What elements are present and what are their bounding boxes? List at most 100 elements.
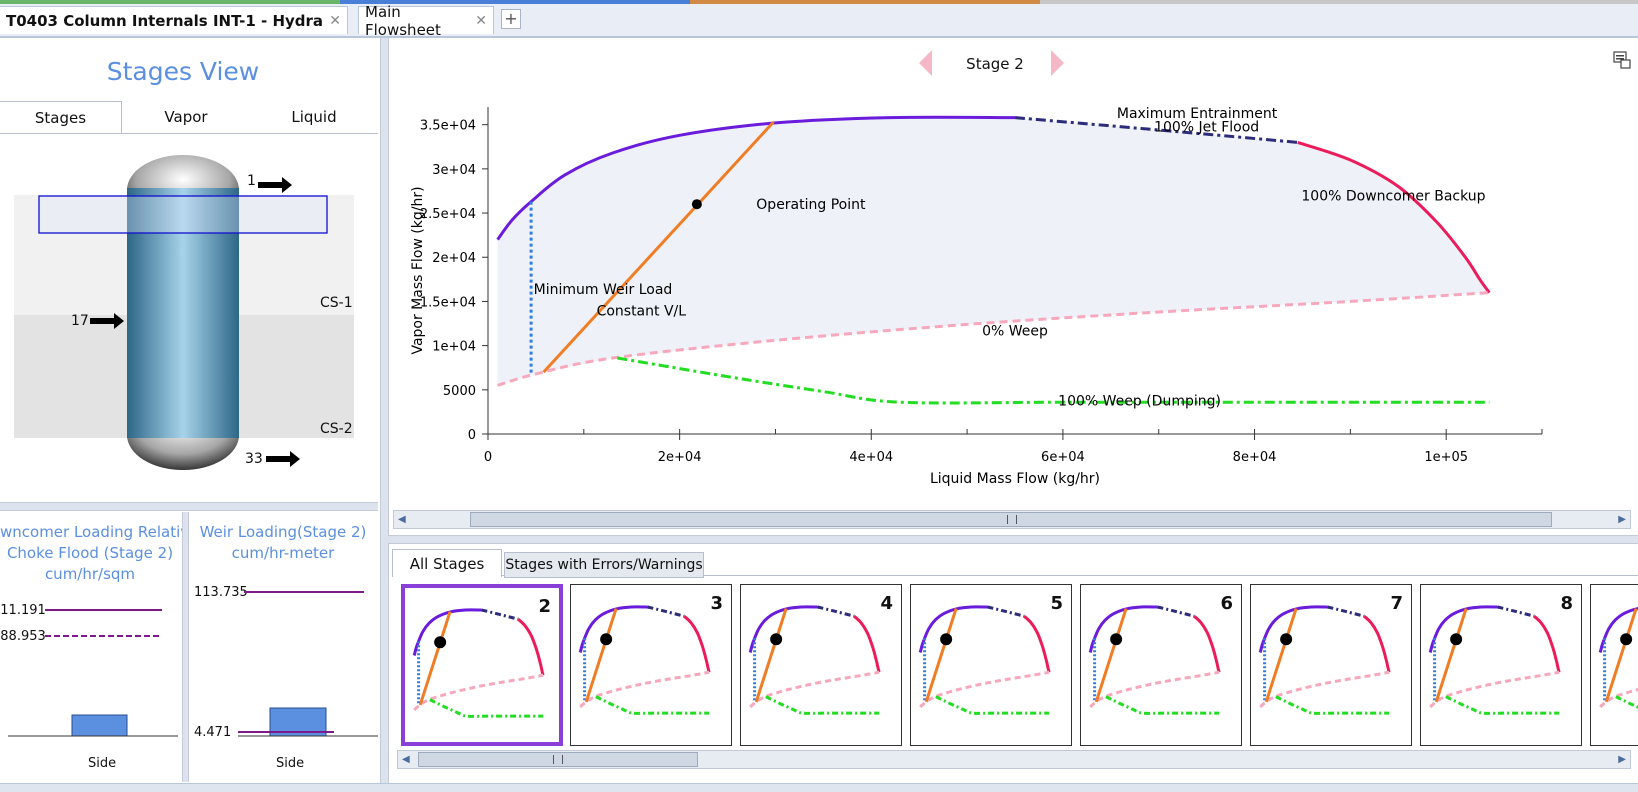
stream-label-feed: 17	[71, 313, 89, 329]
tab-main-flowsheet[interactable]: Main Flowsheet ✕	[358, 3, 494, 39]
downcomer-value-2: 388.953	[0, 629, 46, 644]
x-tick-label: 6e+04	[1041, 450, 1085, 465]
100-weep-dumping-line[interactable]	[617, 356, 1490, 405]
y-tick-label: 1.5e+04	[420, 295, 476, 310]
scroll-thumb[interactable]	[418, 752, 698, 767]
cards-horizontal-scrollbar[interactable]: ◀ ▶	[397, 750, 1631, 769]
0-weep-line	[413, 673, 544, 712]
tab-errors-label: Stages with Errors/Warnings	[505, 557, 703, 573]
weir-title-line: cum/hr-meter	[231, 544, 335, 562]
stage-card[interactable]: 4	[740, 584, 902, 746]
stage-card[interactable]: 7	[1250, 584, 1412, 746]
tab-strip-accent	[0, 0, 340, 4]
scroll-right-icon[interactable]: ▶	[1618, 754, 1626, 765]
0-weep-line[interactable]	[497, 291, 1490, 387]
constant-v-l-line	[1604, 608, 1638, 703]
downcomer-title-line: Choke Flood (Stage 2)	[6, 544, 174, 562]
tab-strip-accent	[340, 0, 690, 4]
panel-splitter[interactable]	[0, 502, 378, 511]
stage-card-thumbnail	[748, 605, 881, 715]
constant-v-l-line[interactable]	[542, 120, 775, 374]
stage-card[interactable]	[1590, 584, 1638, 746]
100-downcomer-backup-line	[1193, 615, 1221, 673]
stage-card[interactable]: 2	[401, 584, 563, 746]
stage-card-number: 8	[1560, 593, 1573, 614]
section-label-cs-1: CS-1	[320, 295, 353, 311]
tab-label: Main Flowsheet	[365, 2, 441, 39]
100-downcomer-backup-line[interactable]	[1297, 140, 1491, 294]
tab-stages-label: Stages	[34, 108, 87, 127]
stage-card-thumbnail	[1598, 607, 1638, 709]
annotation-label: 100% Weep (Dumping)	[1058, 393, 1221, 409]
previous-stage-arrow-icon[interactable]	[919, 50, 932, 76]
100-weep-dumping-line	[429, 698, 544, 718]
maximum-entrainment-line[interactable]	[496, 115, 1016, 241]
y-axis-label: Vapor Mass Flow (kg/hr)	[410, 186, 426, 354]
close-icon[interactable]: ✕	[475, 12, 487, 29]
maximum-entrainment-line	[1258, 605, 1328, 653]
tab-liquid[interactable]: Liquid	[250, 101, 378, 133]
y-tick-label: 2.5e+04	[420, 207, 476, 222]
tab-vapor-label: Vapor	[164, 108, 208, 126]
tab-underline	[0, 133, 378, 134]
arrow-right-icon	[266, 451, 300, 467]
stage-card-number: 3	[710, 593, 723, 614]
annotation-label: Operating Point	[756, 197, 866, 213]
y-tick-label: 3.5e+04	[420, 119, 476, 134]
main-splitter[interactable]	[380, 38, 389, 786]
0-weep-line	[579, 670, 710, 709]
stage-card[interactable]: 6	[1080, 584, 1242, 746]
scroll-thumb[interactable]	[470, 512, 1552, 527]
100-jet-flood-line	[647, 605, 685, 618]
tab-underline	[392, 575, 1638, 576]
grip-icon	[1007, 515, 1017, 524]
tab-vapor[interactable]: Vapor	[122, 101, 250, 133]
downcomer-title-line: owncomer Loading Relativ	[0, 523, 182, 541]
annotation-label: 100% Jet Flood	[1154, 119, 1259, 135]
constant-v-l-line	[418, 611, 452, 706]
maximum-entrainment-line	[578, 605, 648, 653]
stage-card[interactable]: 3	[570, 584, 732, 746]
tab-stages-with-errors[interactable]: Stages with Errors/Warnings	[504, 552, 704, 578]
100-downcomer-backup-line	[517, 618, 545, 676]
panel-splitter[interactable]	[182, 512, 189, 782]
100-weep-dumping-line	[765, 695, 880, 715]
column-shell[interactable]	[127, 188, 239, 438]
weir-xlabel: Side	[276, 756, 305, 771]
y-tick-label: 0	[468, 428, 476, 443]
tab-all-stages[interactable]: All Stages	[392, 549, 502, 577]
tab-strip-accent	[690, 0, 1040, 4]
stage-selection-box[interactable]	[38, 195, 328, 234]
stages-view-title: Stages View	[106, 57, 260, 86]
stage-card[interactable]: 5	[910, 584, 1072, 746]
maximum-entrainment-line	[1088, 605, 1158, 653]
tab-stages[interactable]: Stages	[0, 101, 122, 133]
100-weep-dumping-line	[1445, 695, 1560, 715]
close-icon[interactable]: ✕	[329, 12, 341, 29]
scroll-left-icon[interactable]: ◀	[402, 754, 410, 765]
next-stage-arrow-icon[interactable]	[1051, 50, 1064, 76]
weir-value-top: 113.735	[194, 585, 248, 600]
bar-side[interactable]	[71, 714, 128, 737]
panel-splitter[interactable]	[388, 535, 1638, 544]
maximum-entrainment-line	[748, 605, 818, 653]
x-tick-label: 8e+04	[1233, 450, 1277, 465]
new-tab-plus-icon[interactable]: +	[501, 9, 521, 29]
y-tick-label: 5000	[443, 384, 476, 399]
annotation-label: Constant V/L	[597, 303, 687, 319]
annotation-label: 0% Weep	[982, 324, 1048, 340]
constant-v-l-line	[1434, 608, 1468, 703]
100-jet-flood-line	[817, 605, 855, 618]
scroll-left-icon[interactable]: ◀	[398, 514, 406, 525]
operating-point-marker	[1280, 633, 1293, 646]
chart-settings-icon[interactable]	[1612, 50, 1632, 70]
downcomer-xlabel: Side	[88, 756, 117, 771]
operating-point-marker[interactable]	[691, 199, 702, 210]
stage-card[interactable]: 8	[1420, 584, 1582, 746]
downcomer-title-line: cum/hr/sqm	[44, 565, 136, 583]
scroll-right-icon[interactable]: ▶	[1618, 514, 1626, 525]
hydraulic-plot[interactable]: 0 2e+04 4e+04 6e+04 8e+04 1e+05 0 5000 1e+04 1.5e…	[392, 95, 1632, 515]
downcomer-value-1: 511.191	[0, 603, 46, 618]
chart-horizontal-scrollbar[interactable]: ◀ ▶	[393, 510, 1631, 529]
tab-hydraulic-plots[interactable]: T0403 Column Internals INT-1 - Hydraulic…	[0, 6, 348, 34]
